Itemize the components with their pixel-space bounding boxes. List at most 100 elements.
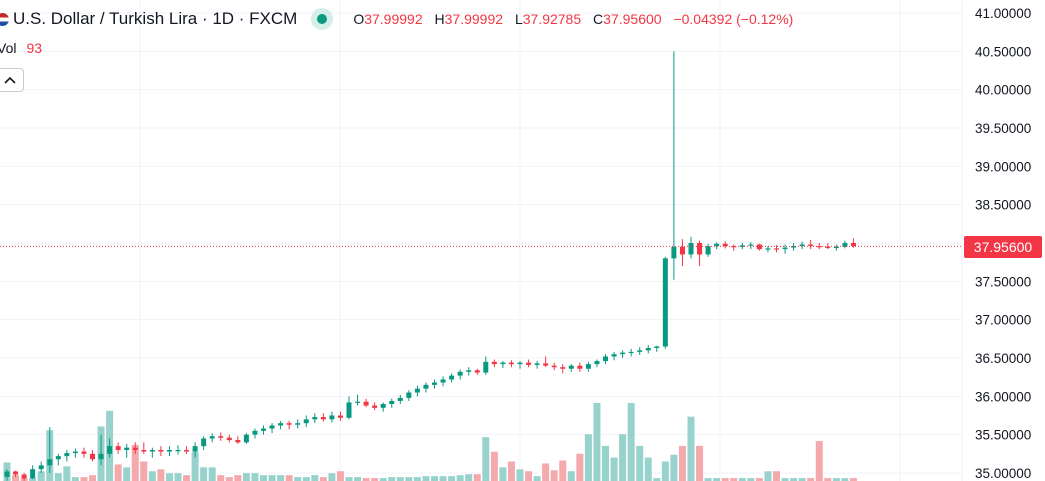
candle-body bbox=[543, 363, 549, 366]
volume-bar bbox=[208, 467, 216, 481]
volume-bar bbox=[781, 478, 789, 481]
candle-body bbox=[620, 352, 626, 355]
volume-bar bbox=[80, 477, 88, 481]
volume-bar bbox=[345, 477, 353, 481]
candle-body bbox=[791, 246, 797, 248]
candle-body bbox=[21, 474, 27, 479]
volume-bar bbox=[542, 463, 550, 481]
change-value: −0.04392 (−0.12%) bbox=[673, 11, 794, 27]
close-label: C bbox=[593, 11, 604, 27]
market-status-icon[interactable] bbox=[311, 8, 334, 30]
volume-bar bbox=[234, 475, 242, 481]
volume-bar bbox=[268, 475, 276, 481]
y-tick-label: 40.00000 bbox=[975, 83, 1031, 98]
candle-body bbox=[774, 248, 779, 250]
candle-body bbox=[645, 348, 651, 351]
volume-bar bbox=[619, 434, 627, 481]
volume-bar bbox=[704, 478, 712, 481]
volume-bar bbox=[627, 403, 635, 481]
volume-bar bbox=[584, 434, 592, 481]
volume-bar bbox=[63, 466, 71, 481]
volume-bar bbox=[807, 478, 815, 481]
y-tick-label: 37.00000 bbox=[975, 313, 1031, 328]
volume-bar bbox=[841, 478, 849, 481]
candle-body bbox=[799, 244, 805, 247]
candle-body bbox=[449, 375, 455, 380]
volume-bar bbox=[773, 471, 780, 481]
volume-bar bbox=[157, 469, 165, 481]
volume-bar bbox=[473, 474, 481, 481]
volume-bar bbox=[670, 454, 678, 481]
candle-body bbox=[526, 362, 532, 365]
volume-bar bbox=[764, 471, 772, 481]
volume-bar bbox=[311, 475, 319, 481]
y-tick-label: 35.00000 bbox=[975, 466, 1031, 481]
candle-body bbox=[47, 459, 53, 466]
candle-body bbox=[269, 425, 275, 429]
candle-body bbox=[628, 351, 634, 354]
candle-body bbox=[577, 365, 583, 369]
candle-body bbox=[355, 401, 361, 403]
last-price-label: 37.95600 bbox=[964, 236, 1042, 258]
volume-bar bbox=[354, 477, 362, 481]
candle-body bbox=[81, 451, 87, 454]
volume-bar bbox=[89, 475, 96, 481]
high-value: 37.99992 bbox=[444, 11, 504, 27]
volume-bar bbox=[183, 475, 191, 481]
volume-bar bbox=[790, 478, 798, 481]
volume-bar bbox=[413, 477, 421, 481]
candle-body bbox=[90, 453, 95, 460]
candle-body bbox=[662, 258, 668, 347]
high-label: H bbox=[434, 11, 445, 27]
candle-body bbox=[782, 247, 788, 250]
volume-bar bbox=[482, 437, 490, 481]
candle-body bbox=[55, 456, 61, 460]
candle-body bbox=[346, 402, 352, 418]
candle-body bbox=[372, 405, 378, 408]
candle-body bbox=[4, 471, 10, 477]
collapse-legend-button[interactable] bbox=[0, 68, 24, 92]
volume-bar bbox=[285, 475, 293, 481]
candle-body bbox=[141, 450, 147, 452]
candle-body bbox=[278, 423, 284, 426]
volume-bar bbox=[798, 478, 806, 481]
candle-body bbox=[286, 423, 292, 425]
candle-body bbox=[491, 361, 497, 365]
y-tick-label: 36.00000 bbox=[975, 389, 1031, 404]
volume-bar bbox=[465, 474, 473, 481]
volume-bar bbox=[431, 476, 438, 481]
currency-flag-icon bbox=[0, 12, 9, 26]
volume-bar bbox=[653, 478, 661, 481]
candle-body bbox=[765, 248, 771, 250]
candle-body bbox=[585, 364, 591, 369]
volume-bar bbox=[747, 478, 755, 481]
volume-bar bbox=[422, 476, 430, 481]
symbol-title[interactable]: U.S. Dollar / Turkish Lira · 1D · FXCM bbox=[13, 9, 298, 28]
candle-body bbox=[329, 415, 335, 420]
volume-bar bbox=[516, 469, 524, 481]
candle-body bbox=[671, 246, 677, 259]
candle-body bbox=[158, 450, 164, 452]
y-tick-label: 41.00000 bbox=[975, 6, 1031, 21]
volume-bar bbox=[824, 478, 832, 481]
volume-bar bbox=[225, 477, 233, 481]
candle-body bbox=[115, 446, 121, 450]
volume-bar bbox=[439, 476, 447, 481]
candle-body bbox=[705, 246, 711, 255]
candle-body bbox=[363, 401, 369, 406]
candle-body bbox=[731, 246, 737, 248]
y-tick-label: 37.50000 bbox=[975, 274, 1031, 289]
volume-bar bbox=[165, 473, 173, 481]
market-open-dot-icon bbox=[317, 14, 328, 24]
volume-bar bbox=[302, 477, 310, 481]
volume-bar bbox=[507, 461, 515, 481]
candle-body bbox=[500, 362, 506, 365]
candle-body bbox=[414, 388, 420, 393]
candle-body bbox=[38, 465, 44, 470]
candle-body bbox=[72, 451, 78, 454]
candle-body bbox=[64, 453, 70, 457]
y-tick-label: 40.50000 bbox=[975, 44, 1031, 59]
volume-bar bbox=[29, 478, 37, 481]
candle-body bbox=[149, 450, 155, 452]
